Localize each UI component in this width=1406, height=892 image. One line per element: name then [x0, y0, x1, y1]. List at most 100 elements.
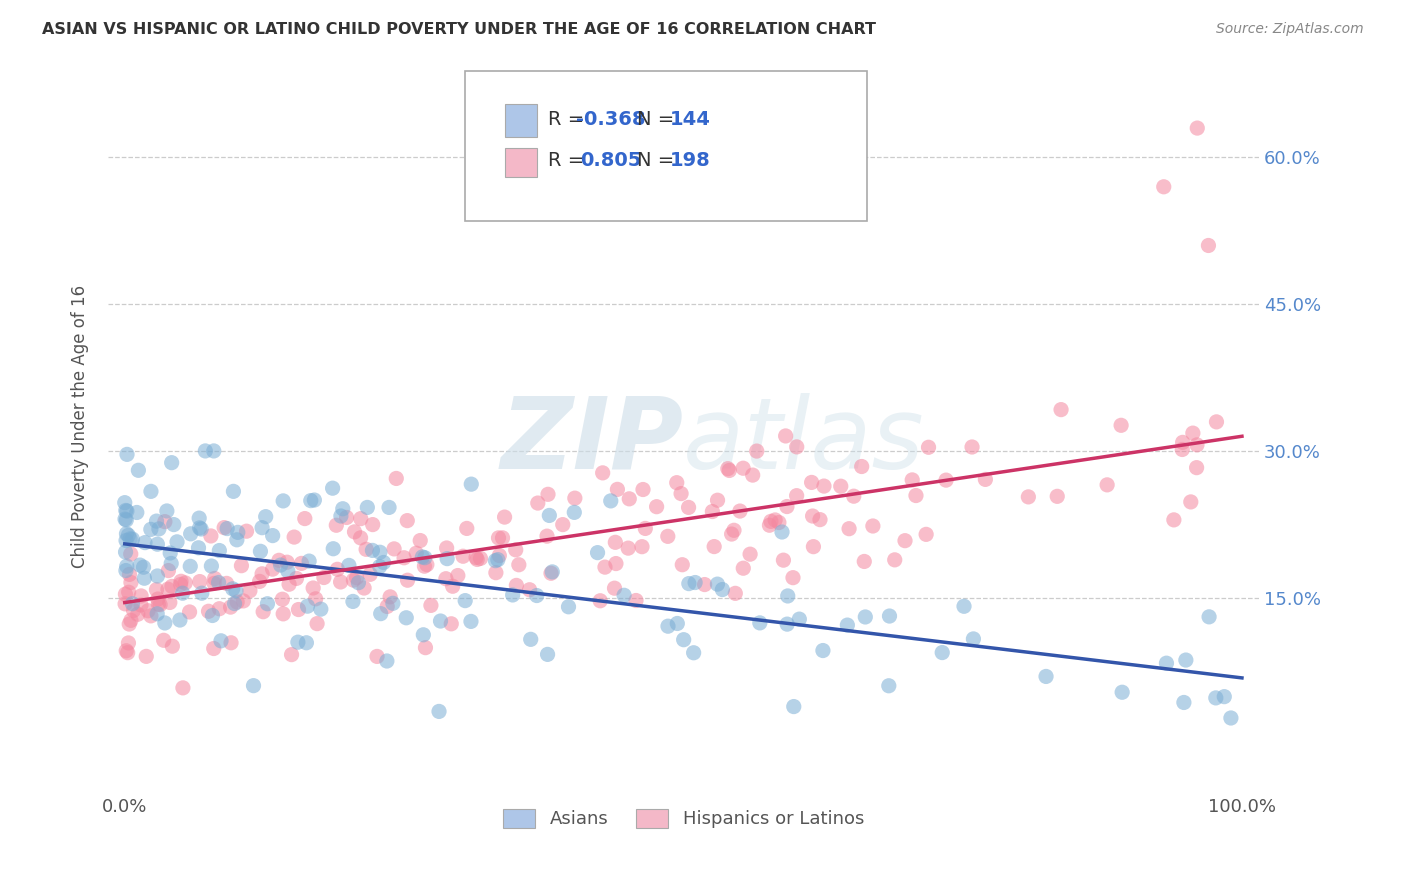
Point [115, 559, 138, 574]
Point [411, 549, 433, 564]
Point [786, 440, 808, 454]
Point [252, 605, 274, 619]
Point [1109, 418, 1132, 433]
Point [718, 463, 741, 477]
Point [419, 599, 441, 613]
Text: -0.368: -0.368 [576, 111, 645, 129]
Point [254, 509, 277, 524]
Point [772, 553, 794, 567]
Point [917, 440, 939, 454]
Point [148, 597, 170, 611]
Point [280, 648, 302, 662]
Point [619, 491, 641, 506]
Point [129, 589, 152, 603]
Point [349, 531, 371, 545]
Point [194, 444, 217, 458]
Point [837, 618, 859, 632]
Point [359, 567, 381, 582]
Point [1205, 690, 1227, 705]
Point [225, 533, 247, 547]
Point [125, 506, 148, 520]
Point [322, 541, 344, 556]
Point [250, 521, 273, 535]
Point [436, 551, 458, 566]
Point [174, 576, 197, 591]
Point [366, 649, 388, 664]
Point [159, 546, 181, 560]
Point [129, 598, 152, 612]
Point [1185, 438, 1208, 452]
Point [745, 444, 768, 458]
Point [808, 513, 831, 527]
Point [226, 525, 249, 540]
Point [488, 531, 510, 545]
Point [160, 557, 183, 571]
Point [494, 510, 516, 524]
Point [202, 576, 225, 591]
Point [669, 486, 692, 500]
Point [538, 508, 561, 523]
Point [606, 483, 628, 497]
Point [169, 577, 191, 591]
Point [1095, 478, 1118, 492]
Point [299, 493, 322, 508]
Point [160, 579, 183, 593]
Point [1185, 460, 1208, 475]
Point [342, 594, 364, 608]
Point [733, 461, 755, 475]
Point [904, 489, 927, 503]
Point [226, 595, 249, 609]
Point [706, 493, 728, 508]
Point [219, 600, 242, 615]
Point [267, 553, 290, 567]
Point [901, 473, 924, 487]
Point [163, 517, 186, 532]
Point [434, 572, 457, 586]
Point [666, 616, 689, 631]
Point [741, 468, 763, 483]
Point [682, 646, 704, 660]
Point [179, 559, 201, 574]
Point [440, 616, 463, 631]
Point [120, 547, 142, 561]
Point [231, 558, 253, 573]
Point [127, 607, 149, 622]
Point [115, 504, 138, 518]
Point [385, 471, 408, 485]
Point [202, 641, 225, 656]
Point [285, 571, 308, 585]
Point [557, 599, 579, 614]
Point [915, 527, 938, 541]
Point [1163, 513, 1185, 527]
Point [347, 575, 370, 590]
Point [1171, 435, 1194, 450]
Point [121, 532, 143, 546]
Point [169, 613, 191, 627]
Point [221, 582, 243, 596]
Point [593, 560, 616, 574]
Point [723, 523, 745, 537]
Point [115, 513, 138, 527]
Point [343, 524, 366, 539]
Point [373, 556, 395, 570]
Point [287, 602, 309, 616]
Point [160, 456, 183, 470]
Point [204, 572, 226, 586]
Point [217, 522, 239, 536]
Point [1205, 415, 1227, 429]
Point [114, 512, 136, 526]
Point [145, 514, 167, 528]
Text: 144: 144 [669, 111, 710, 129]
Point [527, 496, 550, 510]
Point [117, 528, 139, 542]
Point [447, 568, 470, 582]
Point [224, 597, 246, 611]
FancyBboxPatch shape [505, 148, 537, 177]
Point [770, 524, 793, 539]
Point [353, 581, 375, 595]
Point [114, 545, 136, 559]
Point [564, 491, 586, 505]
Point [225, 583, 247, 598]
Point [1174, 653, 1197, 667]
Point [717, 461, 740, 475]
